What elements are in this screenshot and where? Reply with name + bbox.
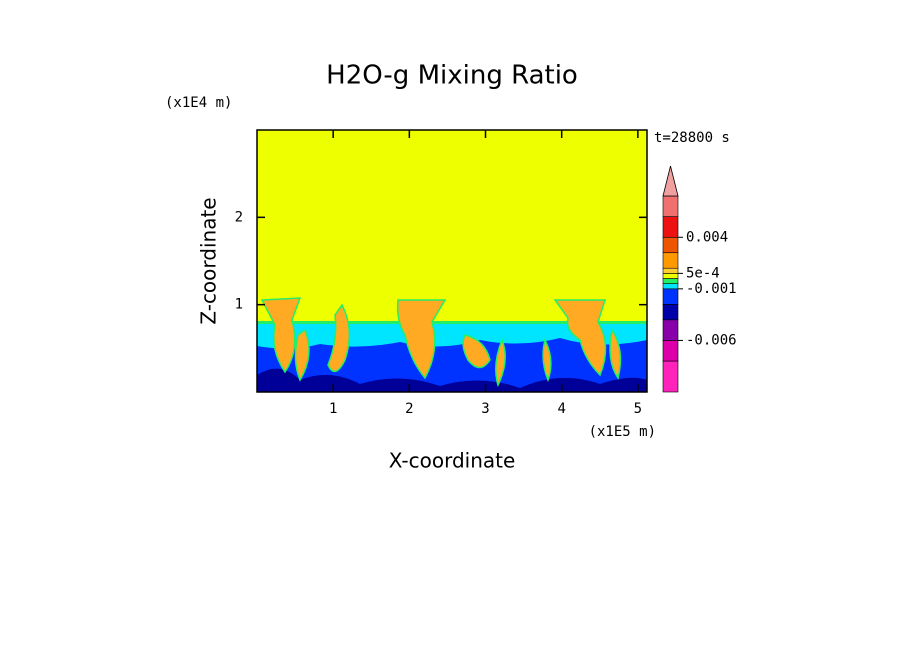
x-axis-label: X-coordinate (389, 449, 516, 473)
colorbar-band (662, 360, 679, 393)
colorbar-band (662, 304, 679, 321)
plot-frame (256, 129, 648, 393)
chart-title: H2O-g Mixing Ratio (326, 61, 578, 91)
x-unit: (x1E5 m) (589, 424, 656, 440)
colorbar-band (662, 195, 679, 217)
y-tick-label: 1 (235, 297, 243, 313)
colorbar-band (662, 216, 679, 238)
colorbar-band (662, 252, 679, 269)
colorbar-tick-label: 0.004 (686, 229, 728, 245)
colorbar-tick-label: -0.006 (686, 332, 737, 348)
colorbar-extension (662, 165, 679, 197)
x-tick-label: 5 (634, 401, 642, 417)
colorbar-tick-label: 5e-4 (686, 265, 720, 281)
colorbar-band (662, 288, 679, 305)
x-tick-label: 3 (481, 401, 489, 417)
y-unit: (x1E4 m) (165, 95, 232, 111)
colorbar-band (662, 319, 679, 341)
contour-field (257, 130, 647, 392)
colorbar-band (662, 283, 679, 290)
colorbar-band (662, 278, 679, 284)
colorbar-band (662, 236, 679, 254)
x-tick-label: 1 (329, 401, 337, 417)
x-tick-label: 4 (557, 401, 565, 417)
time-annotation: t=28800 s (654, 130, 730, 146)
x-tick-label: 2 (405, 401, 413, 417)
y-tick-label: 2 (235, 209, 243, 225)
colorbar-band (662, 267, 679, 274)
y-axis-label: Z-coordinate (197, 197, 221, 324)
colorbar-tick-label: -0.001 (686, 281, 737, 297)
colorbar-band (662, 340, 679, 362)
colorbar-band (662, 273, 679, 279)
